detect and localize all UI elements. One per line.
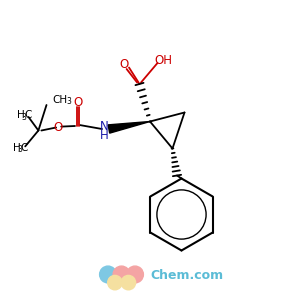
- Text: O: O: [73, 95, 82, 109]
- Circle shape: [108, 275, 122, 290]
- Text: C: C: [21, 143, 28, 153]
- Text: 3: 3: [17, 145, 22, 154]
- Text: H: H: [100, 129, 109, 142]
- Text: H: H: [13, 143, 20, 153]
- Text: O: O: [120, 58, 129, 71]
- Circle shape: [100, 266, 116, 283]
- Text: OH: OH: [154, 53, 172, 67]
- Text: H: H: [16, 110, 24, 121]
- Polygon shape: [108, 122, 150, 133]
- Text: 3: 3: [21, 113, 26, 122]
- Text: 3: 3: [67, 97, 71, 106]
- Text: N: N: [100, 120, 109, 134]
- Circle shape: [121, 275, 136, 290]
- Circle shape: [127, 266, 143, 283]
- Text: O: O: [54, 121, 63, 134]
- Text: Chem.com: Chem.com: [150, 268, 223, 282]
- Text: CH: CH: [52, 94, 68, 105]
- Circle shape: [113, 266, 130, 283]
- Text: C: C: [25, 110, 32, 121]
